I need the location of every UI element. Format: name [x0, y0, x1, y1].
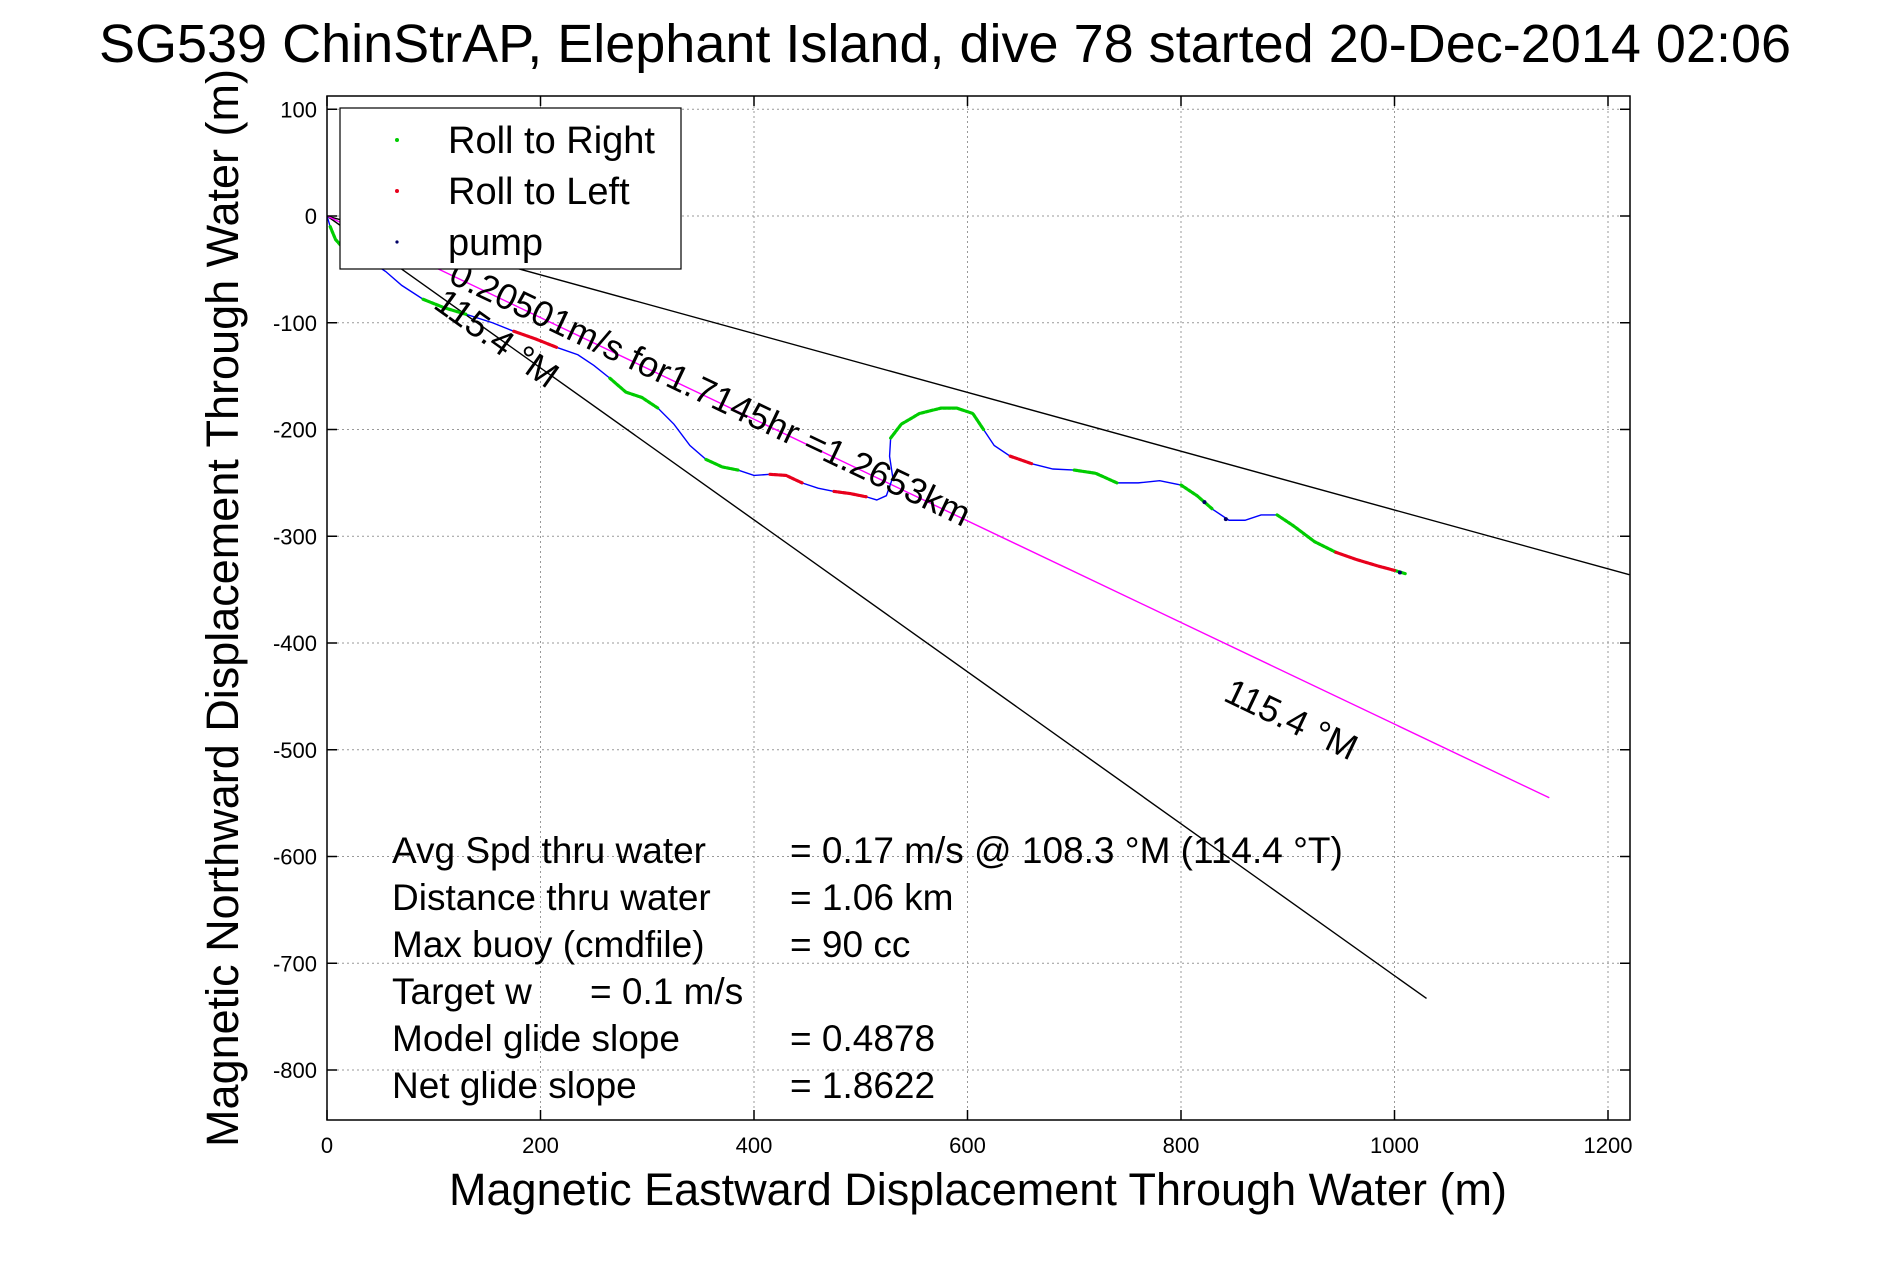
stat-model-glide-label: Model glide slope: [392, 1018, 680, 1059]
legend-label-roll-right: Roll to Right: [448, 120, 655, 162]
axis-ticks: [326, 96, 1630, 1120]
roll-left-segment: [1334, 550, 1397, 573]
roll-right-segment: [1275, 513, 1338, 554]
pump-markers: [1202, 500, 1402, 575]
stat-avg-speed-label: Avg Spd thru water: [392, 830, 706, 871]
stats-block: Avg Spd thru water = 0.17 m/s @ 108.3 °M…: [392, 830, 1343, 1106]
chart-title: SG539 ChinStrAP, Elephant Island, dive 7…: [99, 14, 1791, 74]
roll-left-segment: [832, 489, 868, 499]
x-tick-label: 800: [1163, 1133, 1200, 1158]
x-tick-label: 1000: [1370, 1133, 1419, 1158]
pump-point: [1202, 500, 1207, 505]
roll-right-segment: [889, 406, 986, 440]
roll-right-segment: [704, 457, 740, 472]
stat-avg-speed-value: = 0.17 m/s @ 108.3 °M (114.4 °T): [790, 830, 1343, 871]
y-tick-label: -600: [273, 845, 317, 870]
x-tick-label: 1200: [1584, 1133, 1633, 1158]
roll-left-segment: [768, 472, 804, 485]
x-tick-label: 600: [949, 1133, 986, 1158]
x-tick-label: 200: [522, 1133, 559, 1158]
roll-left-segment: [512, 329, 559, 349]
y-tick-label: -400: [273, 631, 317, 656]
stat-distance-label: Distance thru water: [392, 877, 711, 918]
plot-frame: [326, 95, 1631, 1121]
stat-net-glide-label: Net glide slope: [392, 1065, 637, 1106]
stat-model-glide-value: = 0.4878: [790, 1018, 935, 1059]
roll-right-segment: [421, 297, 468, 316]
y-tick-label: -300: [273, 524, 317, 549]
stat-max-buoy-value: = 90 cc: [790, 924, 910, 965]
ref-line-upper: [327, 215, 1630, 576]
legend-label-roll-left: Roll to Left: [448, 171, 630, 213]
roll-left-segment: [1008, 454, 1034, 466]
stat-target-w-label: Target w: [392, 971, 532, 1012]
ref-line-lower: [327, 215, 1427, 1000]
roll-right-segment: [608, 376, 660, 410]
y-tick-label: -700: [273, 951, 317, 976]
track: [327, 215, 1407, 576]
stat-net-glide-value: = 1.8622: [790, 1065, 935, 1106]
pump-point: [1223, 517, 1228, 522]
legend-marker-roll-left: [395, 189, 399, 193]
ref-line-heading: [327, 215, 1550, 799]
grid: [327, 96, 1630, 1120]
y-tick-label: -100: [273, 311, 317, 336]
y-tick-label: 0: [305, 204, 317, 229]
legend-label-pump: pump: [448, 222, 543, 264]
stat-max-buoy-label: Max buoy (cmdfile): [392, 924, 705, 965]
x-tick-label: 0: [321, 1133, 333, 1158]
legend-marker-roll-right: [395, 138, 399, 142]
stat-target-w-value: = 0.1 m/s: [590, 971, 743, 1012]
y-tick-label: -500: [273, 738, 317, 763]
y-tick-label: 100: [280, 97, 317, 122]
y-tick-labels: 100 0 -100 -200 -300 -400 -500 -600 -700 -800: [273, 97, 317, 1083]
x-tick-label: 400: [736, 1133, 773, 1158]
x-axis-label: Magnetic Eastward Displacement Through W…: [449, 1164, 1507, 1215]
roll-right-segment: [1179, 483, 1215, 512]
pump-point: [1397, 570, 1402, 575]
y-axis-label: Magnetic Northward Displacement Through …: [197, 69, 248, 1147]
legend: Roll to Right Roll to Left pump: [339, 107, 682, 270]
legend-marker-pump: [395, 240, 399, 244]
y-tick-label: -800: [273, 1058, 317, 1083]
reference-lines: [327, 215, 1630, 1000]
y-tick-label: -200: [273, 418, 317, 443]
roll-right-segment: [1072, 468, 1119, 485]
stat-distance-value: = 1.06 km: [790, 877, 954, 918]
x-tick-labels: 0 200 400 600 800 1000 1200: [321, 1133, 1633, 1158]
